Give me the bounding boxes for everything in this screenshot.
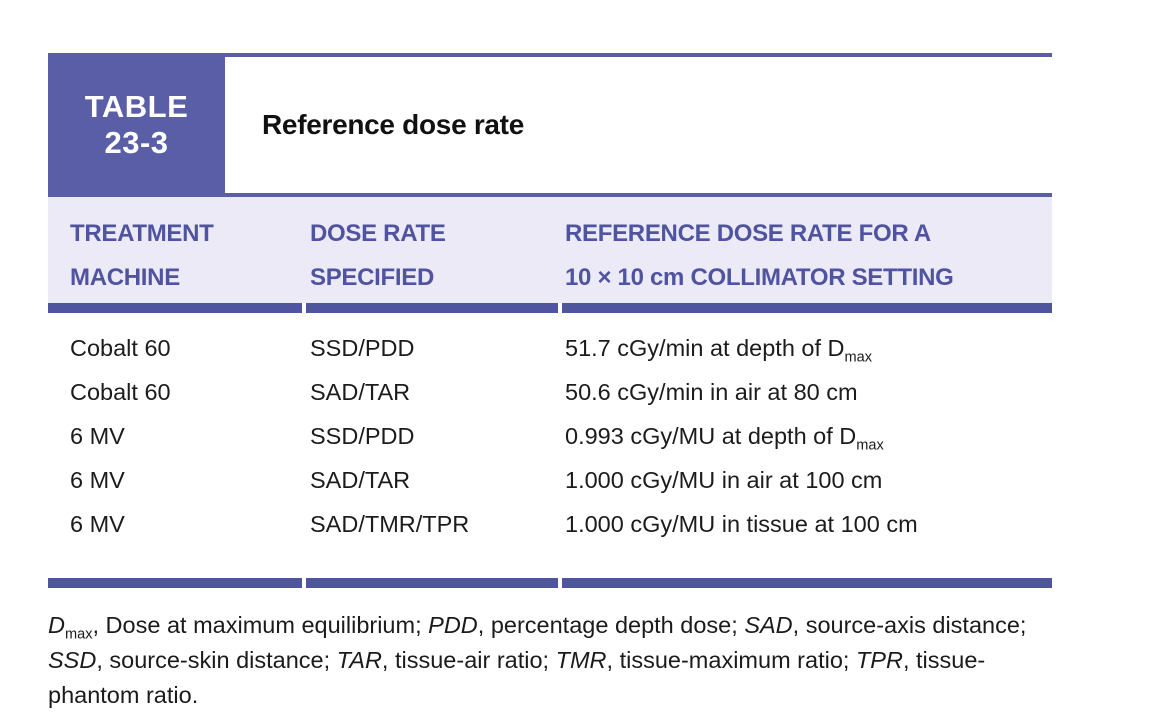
cell-machine: 6 MV: [70, 422, 125, 449]
abbreviation-text: D: [48, 612, 65, 638]
table-row: 6 MV SAD/TAR 1.000 cGy/MU in air at 100 …: [48, 458, 1052, 502]
plain-text: , source-skin distance;: [96, 647, 337, 673]
table-title-row: TABLE 23-3 Reference dose rate: [48, 53, 1052, 197]
reference-dose-rate-table: TABLE 23-3 Reference dose rate TREATMENT…: [48, 53, 1052, 588]
abbreviation-text: TMR: [555, 647, 607, 673]
table-number-box: TABLE 23-3: [48, 53, 225, 197]
table-label-word: TABLE: [84, 89, 189, 125]
column-header-line: 10 × 10 cm COLLIMATOR SETTING: [565, 264, 954, 291]
cell-reference: 0.993 cGy/MU at depth of Dmax: [562, 422, 1052, 454]
footer-rule-segment: [562, 578, 1052, 588]
cell-dose-rate: SAD/TMR/TPR: [310, 510, 470, 537]
cell-machine: 6 MV: [70, 510, 125, 537]
cell-machine: Cobalt 60: [70, 378, 171, 405]
cell-reference: 1.000 cGy/MU in tissue at 100 cm: [562, 511, 1052, 538]
column-header-band: TREATMENT MACHINE DOSE RATE SPECIFIED RE…: [48, 197, 1052, 303]
plain-text: , percentage depth dose;: [477, 612, 745, 638]
plain-text: 0.993 cGy/MU at depth of D: [565, 422, 857, 449]
subscript-text: max: [856, 437, 884, 454]
cell-dose-rate: SAD/TAR: [310, 466, 411, 493]
header-rule-segment: [562, 303, 1052, 313]
subscript-text: max: [64, 626, 93, 643]
footer-rule-segment: [48, 578, 302, 588]
cell-reference: 50.6 cGy/min in air at 80 cm: [562, 379, 1052, 406]
table-label-number: 23-3: [104, 125, 169, 160]
table-row: 6 MV SSD/PDD 0.993 cGy/MU at depth of Dm…: [48, 414, 1052, 458]
footer-rule: [48, 578, 1052, 588]
column-header-line: MACHINE: [70, 264, 180, 291]
table-row: 6 MV SAD/TMR/TPR 1.000 cGy/MU in tissue …: [48, 502, 1052, 546]
column-header-line: SPECIFIED: [310, 264, 434, 291]
plain-text: 50.6 cGy/min in air at 80 cm: [565, 378, 858, 405]
column-header-dose-rate-specified: DOSE RATE SPECIFIED: [306, 212, 562, 303]
abbreviation-text: TAR: [336, 647, 382, 673]
plain-text: 1.000 cGy/MU in air at 100 cm: [565, 466, 883, 493]
plain-text: , source-axis distance;: [792, 612, 1027, 638]
cell-reference: 51.7 cGy/min at depth of Dmax: [562, 334, 1052, 366]
plain-text: , tissue-phantom ratio.: [48, 647, 986, 708]
plain-text: 51.7 cGy/min at depth of D: [565, 334, 845, 361]
column-header-line: REFERENCE DOSE RATE FOR A: [565, 220, 931, 247]
footnote: Dmax, Dose at maximum equilibrium; PDD, …: [48, 608, 1060, 713]
column-header-treatment-machine: TREATMENT MACHINE: [48, 212, 306, 303]
table-row: Cobalt 60 SAD/TAR 50.6 cGy/min in air at…: [48, 370, 1052, 414]
column-header-line: TREATMENT: [70, 220, 214, 247]
table-body: Cobalt 60 SSD/PDD 51.7 cGy/min at depth …: [48, 313, 1052, 578]
cell-machine: 6 MV: [70, 466, 125, 493]
plain-text: , tissue-maximum ratio;: [606, 647, 856, 673]
header-rule: [48, 303, 1052, 313]
subscript-text: max: [844, 349, 873, 366]
header-rule-segment: [306, 303, 558, 313]
cell-dose-rate: SAD/TAR: [310, 378, 411, 405]
column-header-line: DOSE RATE: [310, 220, 446, 247]
table-row: Cobalt 60 SSD/PDD 51.7 cGy/min at depth …: [48, 326, 1052, 370]
plain-text: 1.000 cGy/MU in tissue at 100 cm: [565, 510, 918, 537]
abbreviation-text: SSD: [48, 647, 97, 673]
plain-text: , tissue-air ratio;: [381, 647, 556, 673]
abbreviation-text: SAD: [744, 612, 793, 638]
cell-machine: Cobalt 60: [70, 334, 171, 361]
footer-rule-segment: [306, 578, 558, 588]
header-rule-segment: [48, 303, 302, 313]
abbreviation-text: PDD: [428, 612, 478, 638]
column-header-reference-dose-rate: REFERENCE DOSE RATE FOR A 10 × 10 cm COL…: [562, 212, 1052, 303]
abbreviation-text: TPR: [855, 647, 903, 673]
table-title: Reference dose rate: [262, 109, 524, 140]
plain-text: , Dose at maximum equilibrium;: [92, 612, 429, 638]
cell-reference: 1.000 cGy/MU in air at 100 cm: [562, 467, 1052, 494]
cell-dose-rate: SSD/PDD: [310, 334, 415, 361]
cell-dose-rate: SSD/PDD: [310, 422, 415, 449]
